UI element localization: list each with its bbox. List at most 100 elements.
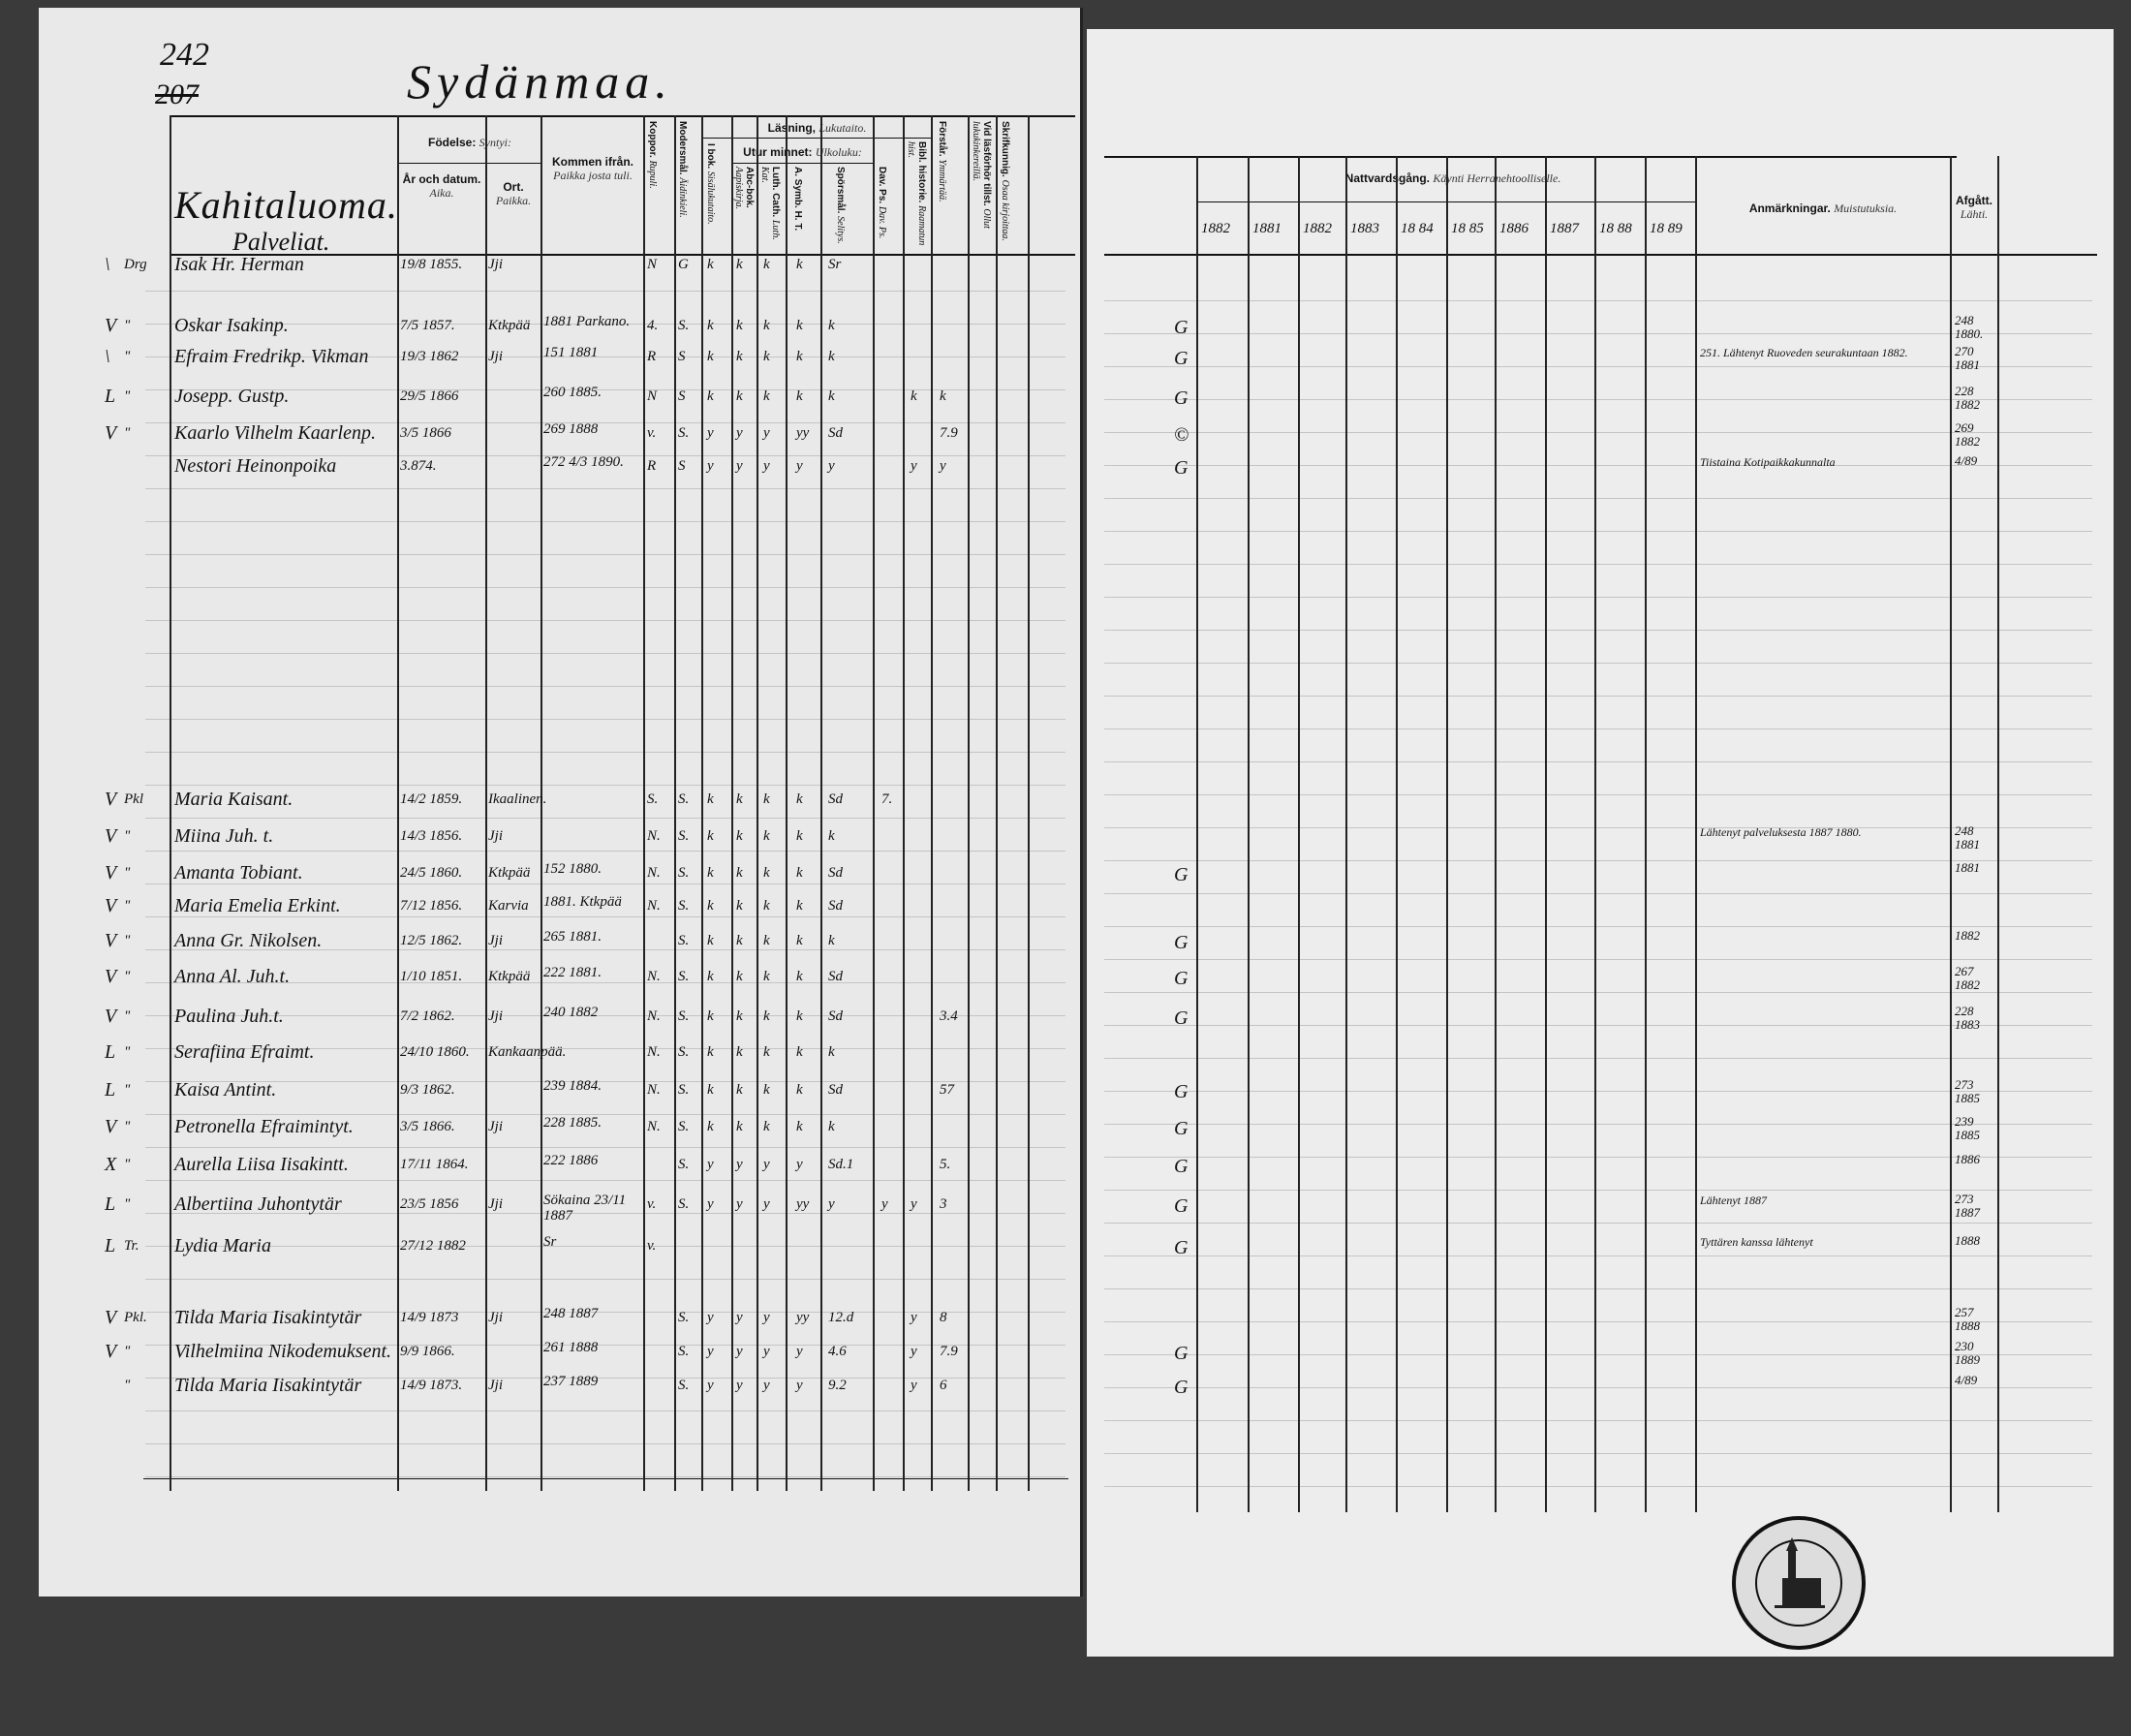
relation-abbrev: Pkl [124, 791, 143, 807]
check-mark: V [105, 1307, 117, 1328]
register-mark: k [736, 865, 743, 881]
ruled-line [1104, 992, 2092, 993]
ruled-line [1104, 959, 2092, 960]
register-mark: k [763, 828, 770, 844]
ruled-line [1104, 399, 2092, 400]
register-mark: k [763, 1044, 770, 1060]
departure-entry: 269 1882 [1955, 420, 1980, 449]
check-mark: V [105, 1006, 117, 1027]
register-mark: S. [678, 1378, 690, 1393]
register-mark: k [796, 933, 803, 948]
column-line [1196, 156, 1198, 1512]
column-line [397, 115, 399, 1491]
register-mark: 7. [881, 791, 893, 807]
birth-place: Karvia [488, 898, 529, 914]
ruled-line [1104, 1486, 2092, 1487]
communion-mark: G [1174, 1377, 1189, 1398]
column-line [820, 115, 822, 1491]
column-line [170, 115, 171, 1491]
ruled-line [145, 1114, 1066, 1115]
check-mark: \ [105, 254, 110, 275]
register-mark: k [707, 257, 714, 272]
ruled-line [1104, 827, 2092, 828]
ruled-line [145, 620, 1066, 621]
header-forstar: Förstår. Ymmärtää. [937, 121, 947, 202]
communion-mark: G [1174, 1237, 1189, 1258]
register-mark: y [763, 1157, 770, 1172]
ruled-line [145, 1279, 1066, 1280]
page-number: 242 [160, 37, 209, 73]
ruled-line [1104, 860, 2092, 861]
register-mark: k [763, 969, 770, 984]
register-mark: 3.4 [940, 1008, 958, 1024]
ruled-line [1104, 1091, 2092, 1092]
check-mark: V [105, 1341, 117, 1362]
register-mark: k [828, 1044, 835, 1060]
ruled-line [145, 752, 1066, 753]
register-mark: k [796, 257, 803, 272]
birth-place: Jji [488, 933, 503, 948]
departure-entry: 4/89 [1955, 1373, 1978, 1387]
register-mark: S. [647, 791, 659, 807]
year-header: 1882 [1201, 221, 1230, 236]
relation-abbrev: " [124, 969, 131, 984]
register-mark: k [707, 349, 714, 364]
year-header: 18 84 [1401, 221, 1434, 236]
register-mark: k [763, 1082, 770, 1098]
register-mark: 4. [647, 318, 659, 333]
birth-date: 14/9 1873. [400, 1378, 463, 1393]
relation-abbrev: " [124, 318, 131, 333]
birth-date: 24/10 1860. [400, 1044, 470, 1060]
check-mark: V [105, 1116, 117, 1137]
communion-mark: G [1174, 348, 1189, 369]
person-name: Josepp. Gustp. [174, 386, 290, 407]
register-mark: k [796, 388, 803, 404]
ruled-line [145, 686, 1066, 687]
register-mark: 7.9 [940, 425, 958, 441]
year-header: 1881 [1252, 221, 1282, 236]
register-mark: k [763, 318, 770, 333]
register-mark: y [911, 1344, 917, 1359]
register-mark: S. [678, 1082, 690, 1098]
ruled-line [1104, 1387, 2092, 1388]
communion-mark: G [1174, 388, 1189, 409]
year-header: 1883 [1350, 221, 1379, 236]
register-mark: y [707, 1157, 714, 1172]
ruled-line [145, 1048, 1066, 1049]
register-mark: y [707, 1344, 714, 1359]
register-mark: yy [796, 425, 810, 441]
person-name: Paulina Juh.t. [174, 1006, 284, 1027]
birth-place: Ikaalinen. [488, 791, 547, 807]
communion-mark: G [1174, 1081, 1189, 1102]
ruled-line [145, 455, 1066, 456]
register-mark: yy [796, 1196, 810, 1212]
register-mark: y [881, 1196, 888, 1212]
register-mark: S. [678, 1119, 690, 1134]
register-mark: k [736, 1008, 743, 1024]
departure-entry: 228 1882 [1955, 384, 1980, 412]
ruled-line [145, 1476, 1066, 1477]
register-mark: Sd [828, 865, 843, 881]
table-top-border [170, 115, 1075, 117]
birth-date: 3.874. [400, 458, 437, 474]
register-mark: y [796, 1378, 803, 1393]
ruled-line [1104, 794, 2092, 795]
register-mark: k [707, 1008, 714, 1024]
header-nattvardsgang: Nattvardsgång. Käynti Herranehtoollisell… [1344, 171, 1561, 185]
ruled-line [1104, 333, 2092, 334]
birth-place: Jji [488, 1196, 503, 1212]
ruled-line [1104, 1025, 2092, 1026]
register-mark: S. [678, 865, 690, 881]
ruled-line [145, 1443, 1066, 1444]
register-mark: y [911, 1378, 917, 1393]
birth-place: Ktkpää [488, 969, 531, 984]
register-mark: y [736, 458, 743, 474]
year-header: 1886 [1499, 221, 1529, 236]
register-mark: N. [647, 898, 661, 914]
ruled-line [1104, 432, 2092, 433]
column-line [903, 115, 905, 1491]
register-mark: y [707, 1310, 714, 1325]
birth-date: 3/5 1866. [400, 1119, 455, 1134]
ruled-line [145, 1345, 1066, 1346]
header-ort: Ort. Paikka. [495, 180, 532, 207]
